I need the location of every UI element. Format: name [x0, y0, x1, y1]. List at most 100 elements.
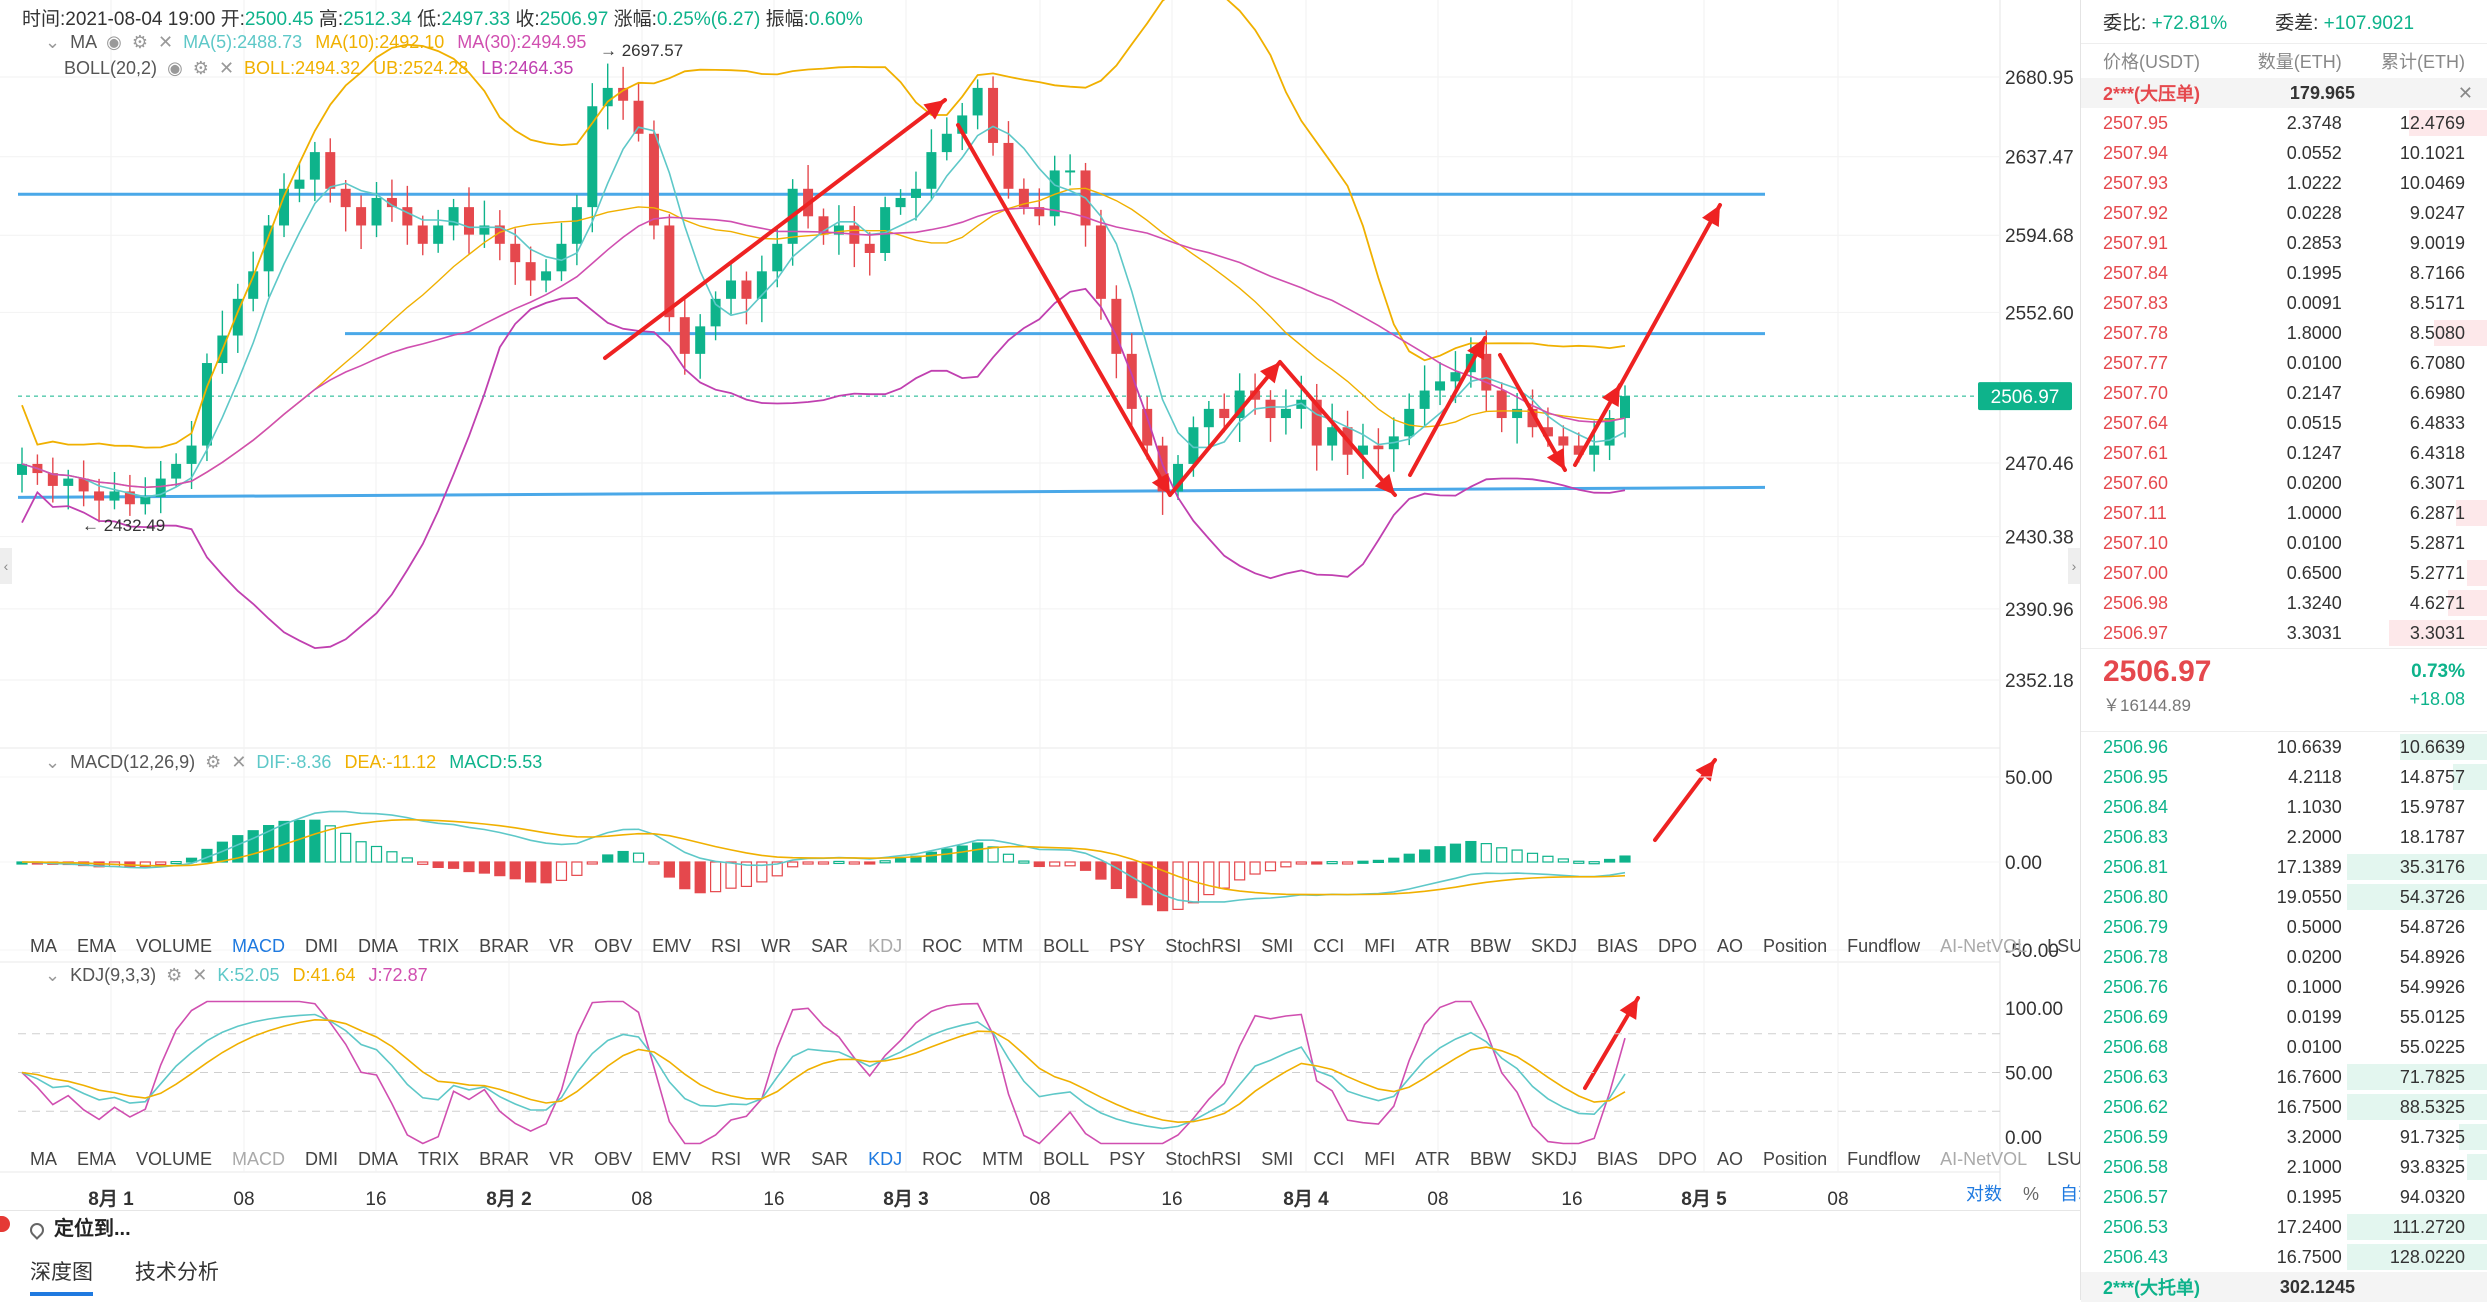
- indicator-tab-boll[interactable]: BOLL: [1043, 1149, 1090, 1169]
- indicator-tab-bbw[interactable]: BBW: [1469, 1149, 1511, 1169]
- indicator-tab-cci[interactable]: CCI: [1313, 1149, 1345, 1169]
- indicator-tab-bbw[interactable]: BBW: [1469, 936, 1511, 956]
- indicator-tab-roc[interactable]: ROC: [922, 936, 963, 956]
- indicator-tab-ma[interactable]: MA: [30, 1149, 57, 1169]
- ask-row[interactable]: 2507.84 0.1995 8.7166: [2081, 258, 2487, 288]
- indicator-tab-psy[interactable]: PSY: [1109, 1149, 1146, 1169]
- indicator-tab-skdj[interactable]: SKDJ: [1530, 936, 1577, 956]
- close-icon[interactable]: ✕: [218, 58, 235, 78]
- bid-row[interactable]: 2506.81 17.1389 35.3176: [2081, 852, 2487, 882]
- bottom-tabs[interactable]: 深度图 技术分析: [30, 1256, 255, 1296]
- ask-row[interactable]: 2507.78 1.8000 8.5080: [2081, 318, 2487, 348]
- indicator-tab-mfi[interactable]: MFI: [1364, 936, 1396, 956]
- indicator-tab-sar[interactable]: SAR: [811, 1149, 849, 1169]
- indicator-tab-macd[interactable]: MACD: [232, 1149, 286, 1169]
- indicator-tab-vr[interactable]: VR: [549, 1149, 575, 1169]
- ask-row[interactable]: 2507.95 2.3748 12.4769: [2081, 108, 2487, 138]
- indicator-tab-mtm[interactable]: MTM: [982, 936, 1024, 956]
- ask-row[interactable]: 2507.11 1.0000 6.2871: [2081, 498, 2487, 528]
- ask-row[interactable]: 2506.97 3.3031 3.3031: [2081, 618, 2487, 648]
- bid-row[interactable]: 2506.43 16.7500 128.0220: [2081, 1242, 2487, 1272]
- indicator-tab-dmi[interactable]: DMI: [305, 1149, 339, 1169]
- ask-row[interactable]: 2507.77 0.0100 6.7080: [2081, 348, 2487, 378]
- ask-row[interactable]: 2507.83 0.0091 8.5171: [2081, 288, 2487, 318]
- bid-row[interactable]: 2506.53 17.2400 111.2720: [2081, 1212, 2487, 1242]
- indicator-tab-ai-netvol[interactable]: AI-NetVOL: [1940, 936, 2028, 956]
- indicator-tab-trix[interactable]: TRIX: [418, 936, 460, 956]
- indicator-tab-volume[interactable]: VOLUME: [136, 1149, 213, 1169]
- bid-row[interactable]: 2506.57 0.1995 94.0320: [2081, 1182, 2487, 1212]
- bid-row[interactable]: 2506.84 1.1030 15.9787: [2081, 792, 2487, 822]
- scale-controls[interactable]: 对数 % 自动: [1950, 1180, 2096, 1206]
- bid-row[interactable]: 2506.68 0.0100 55.0225: [2081, 1032, 2487, 1062]
- indicator-tab-psy[interactable]: PSY: [1109, 936, 1146, 956]
- indicator-tab-dmi[interactable]: DMI: [305, 936, 339, 956]
- eye-icon[interactable]: ◉: [167, 58, 183, 78]
- indicator-tab-dma[interactable]: DMA: [358, 1149, 399, 1169]
- indicator-tab-wr[interactable]: WR: [761, 936, 792, 956]
- percent-scale-button[interactable]: %: [2023, 1184, 2040, 1204]
- close-icon[interactable]: ✕: [192, 965, 208, 985]
- eye-icon[interactable]: ◉: [106, 32, 122, 52]
- indicator-tab-dpo[interactable]: DPO: [1658, 1149, 1698, 1169]
- indicator-tab-dpo[interactable]: DPO: [1658, 936, 1698, 956]
- indicator-tab-vr[interactable]: VR: [549, 936, 575, 956]
- indicator-tab-emv[interactable]: EMV: [652, 936, 692, 956]
- bid-row[interactable]: 2506.95 4.2118 14.8757: [2081, 762, 2487, 792]
- ask-row[interactable]: 2507.92 0.0228 9.0247: [2081, 198, 2487, 228]
- settings-icon[interactable]: ⚙: [166, 965, 183, 985]
- ask-row[interactable]: 2506.98 1.3240 4.6271: [2081, 588, 2487, 618]
- ask-row[interactable]: 2507.94 0.0552 10.1021: [2081, 138, 2487, 168]
- bid-row[interactable]: 2506.83 2.2000 18.1787: [2081, 822, 2487, 852]
- indicator-tab-obv[interactable]: OBV: [594, 1149, 633, 1169]
- indicator-tab-ai-netvol[interactable]: AI-NetVOL: [1940, 1149, 2028, 1169]
- settings-icon[interactable]: ⚙: [192, 58, 209, 78]
- indicator-tab-wr[interactable]: WR: [761, 1149, 792, 1169]
- indicator-tab-boll[interactable]: BOLL: [1043, 936, 1090, 956]
- indicator-tab-skdj[interactable]: SKDJ: [1530, 1149, 1577, 1169]
- settings-icon[interactable]: ⚙: [205, 752, 222, 772]
- bid-row[interactable]: 2506.79 0.5000 54.8726: [2081, 912, 2487, 942]
- ask-row[interactable]: 2507.64 0.0515 6.4833: [2081, 408, 2487, 438]
- indicator-tab-position[interactable]: Position: [1763, 1149, 1828, 1169]
- close-icon[interactable]: ✕: [2457, 82, 2473, 103]
- indicator-tab-cci[interactable]: CCI: [1313, 936, 1345, 956]
- boll-legend[interactable]: BOLL(20,2) ◉ ⚙ ✕ BOLL:2494.32 UB:2524.28 L…: [64, 58, 573, 79]
- ask-row[interactable]: 2507.00 0.6500 5.2771: [2081, 558, 2487, 588]
- ask-row[interactable]: 2507.93 1.0222 10.0469: [2081, 168, 2487, 198]
- ma-legend[interactable]: ⌄ MA ◉ ⚙ ✕ MA(5):2488.73 MA(10):2492.10 MA…: [40, 32, 586, 53]
- tab-depth-chart[interactable]: 深度图: [30, 1256, 93, 1296]
- bid-row[interactable]: 2506.63 16.7600 71.7825: [2081, 1062, 2487, 1092]
- indicator-tab-atr[interactable]: ATR: [1415, 1149, 1450, 1169]
- ask-row[interactable]: 2507.61 0.1247 6.4318: [2081, 438, 2487, 468]
- bid-row[interactable]: 2506.96 10.6639 10.6639: [2081, 732, 2487, 762]
- close-icon[interactable]: ✕: [158, 32, 174, 52]
- right-collapse-arrow-icon[interactable]: ›: [2068, 548, 2080, 584]
- indicator-tab-ema[interactable]: EMA: [77, 1149, 117, 1169]
- indicator-tab-smi[interactable]: SMI: [1261, 1149, 1294, 1169]
- indicator-tab-brar[interactable]: BRAR: [479, 1149, 530, 1169]
- indicator-tabs-kdj-pane[interactable]: MA EMA VOLUME MACD DMI DMA TRIX BRAR VR OBV EMV RSI…: [30, 1149, 2188, 1170]
- indicator-tab-macd[interactable]: MACD: [232, 936, 286, 956]
- left-collapse-arrow-icon[interactable]: ‹: [0, 548, 12, 584]
- indicator-tabs-macd-pane[interactable]: MA EMA VOLUME MACD DMI DMA TRIX BRAR VR OBV EMV RSI…: [30, 936, 2188, 957]
- indicator-tab-rsi[interactable]: RSI: [711, 936, 742, 956]
- bid-row[interactable]: 2506.80 19.0550 54.3726: [2081, 882, 2487, 912]
- kdj-legend[interactable]: ⌄ KDJ(9,3,3) ⚙ ✕ K:52.05 D:41.64 J:72.87: [40, 965, 428, 986]
- big-ask-row[interactable]: 2***(大压单) 179.965 ✕: [2081, 78, 2487, 108]
- indicator-tab-kdj[interactable]: KDJ: [868, 936, 903, 956]
- indicator-tab-dma[interactable]: DMA: [358, 936, 399, 956]
- log-scale-button[interactable]: 对数: [1966, 1184, 2002, 1204]
- bid-row[interactable]: 2506.62 16.7500 88.5325: [2081, 1092, 2487, 1122]
- indicator-tab-volume[interactable]: VOLUME: [136, 936, 213, 956]
- indicator-tab-smi[interactable]: SMI: [1261, 936, 1294, 956]
- indicator-tab-obv[interactable]: OBV: [594, 936, 633, 956]
- indicator-tab-fundflow[interactable]: Fundflow: [1847, 936, 1921, 956]
- indicator-tab-kdj[interactable]: KDJ: [868, 1149, 903, 1169]
- indicator-tab-position[interactable]: Position: [1763, 936, 1828, 956]
- indicator-tab-atr[interactable]: ATR: [1415, 936, 1450, 956]
- bid-row[interactable]: 2506.78 0.0200 54.8926: [2081, 942, 2487, 972]
- indicator-tab-rsi[interactable]: RSI: [711, 1149, 742, 1169]
- candlestick-chart[interactable]: 8月 1 08 16 8月 2 08 16 8月 3 08 16 8月 4 08 16 8月 5 08 26…: [0, 0, 2080, 1300]
- indicator-tab-sar[interactable]: SAR: [811, 936, 849, 956]
